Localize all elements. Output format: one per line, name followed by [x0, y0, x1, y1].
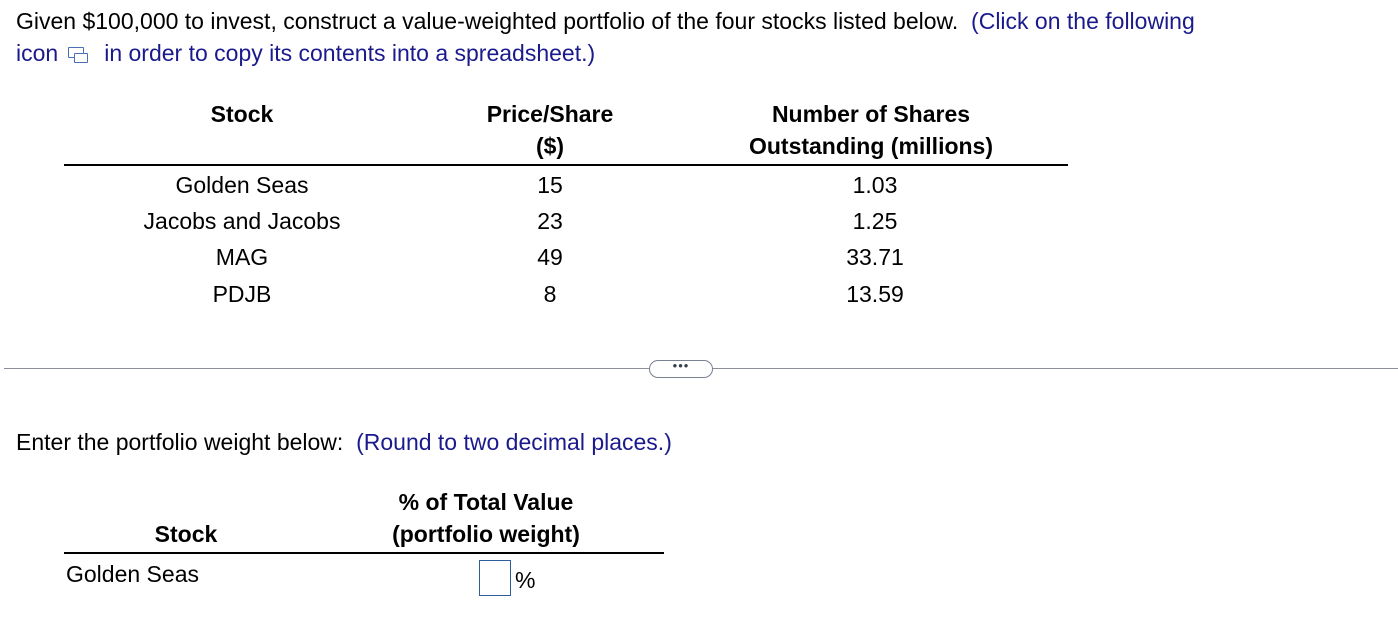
copy-hint-icon-word: icon: [16, 40, 59, 66]
header-shares-outstanding: Number of Shares Outstanding (millions): [748, 101, 994, 159]
table-cell-shares: 13.59: [846, 281, 904, 307]
table-cell-shares: 33.71: [846, 244, 904, 270]
header-rule: [64, 164, 1068, 166]
header-stock: Stock: [210, 101, 274, 127]
table-cell-shares: 1.03: [852, 172, 898, 198]
percent-unit: %: [515, 567, 536, 593]
question-intro: Given $100,000 to invest, construct a va…: [16, 5, 1376, 69]
table-cell-stock: PDJB: [212, 281, 272, 307]
copy-to-spreadsheet-icon[interactable]: [68, 45, 90, 63]
answer-header-stock: Stock: [154, 521, 218, 547]
table-cell-stock: Golden Seas: [175, 172, 309, 198]
answer-header-rule: [64, 552, 664, 554]
answer-row-stock: Golden Seas: [66, 561, 199, 587]
header-price-share: Price/Share ($): [486, 101, 614, 159]
answer-prompt: Enter the portfolio weight below: (Round…: [16, 426, 672, 458]
table-cell-stock: MAG: [215, 244, 269, 270]
table-cell-price: 49: [537, 244, 563, 270]
answer-header-weight: % of Total Value (portfolio weight): [392, 489, 580, 547]
table-cell-price: 8: [543, 281, 557, 307]
intro-text: Given $100,000 to invest, construct a va…: [16, 8, 959, 34]
copy-hint-part1: (Click on the following: [971, 8, 1195, 34]
table-cell-stock: Jacobs and Jacobs: [143, 208, 341, 234]
table-cell-shares: 1.25: [852, 208, 898, 234]
expand-more-button[interactable]: •••: [649, 359, 713, 378]
table-cell-price: 15: [537, 172, 563, 198]
rounding-hint: (Round to two decimal places.): [356, 429, 672, 455]
portfolio-weight-input[interactable]: [479, 560, 511, 596]
prompt-text: Enter the portfolio weight below:: [16, 429, 344, 455]
table-cell-price: 23: [537, 208, 563, 234]
copy-hint-part2: in order to copy its contents into a spr…: [104, 40, 596, 66]
